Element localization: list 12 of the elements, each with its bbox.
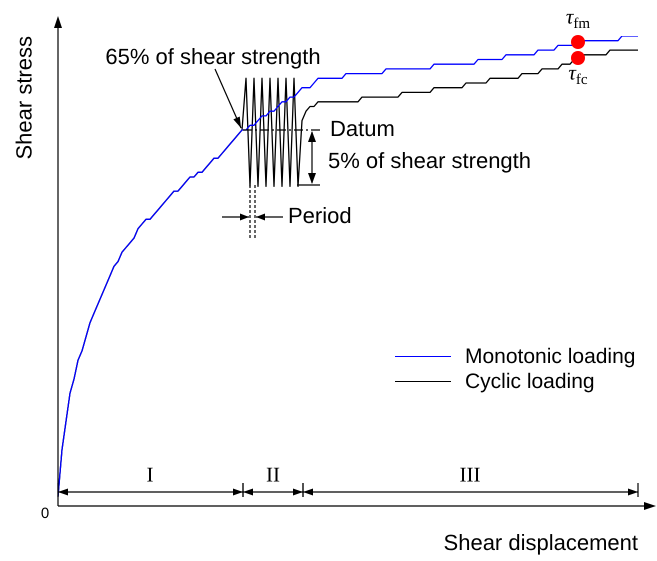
legend-label: Cyclic loading [465,369,595,394]
annotation: Datum [330,116,395,142]
annotation: I [146,462,154,487]
annotation: 5% of shear strength [328,148,532,174]
annotation: 65% of shear strength [105,44,321,70]
x-axis-title: Shear displacement [444,530,638,555]
annotation: II [266,462,280,487]
annotation: III [460,462,480,487]
text: 0 [40,505,50,522]
legend-label: Monotonic loading [465,344,636,369]
annotation: Period [288,203,352,228]
y-axis-title: Shear stress [11,36,36,160]
